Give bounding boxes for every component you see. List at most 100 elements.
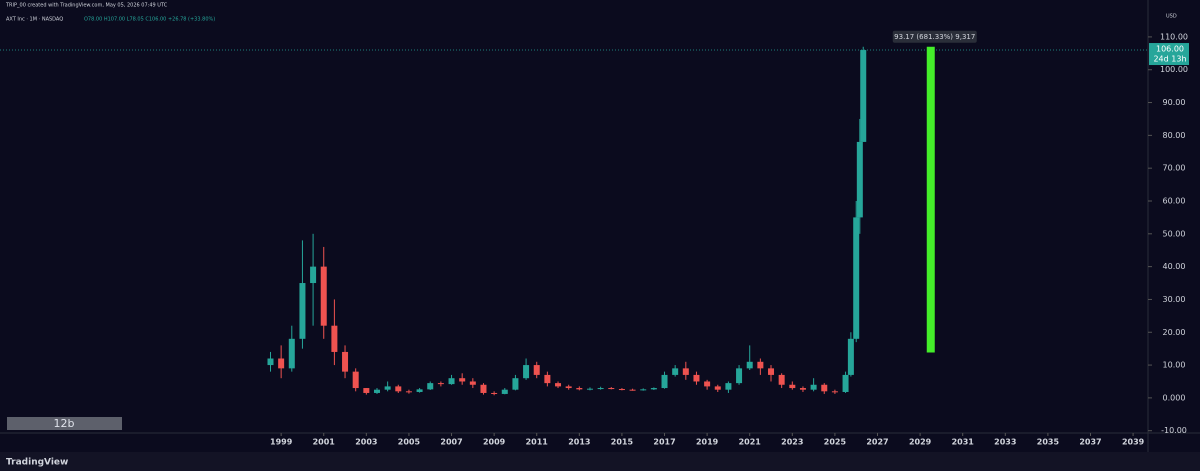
candle-body (714, 386, 721, 390)
candle-body (555, 383, 562, 387)
ohlc: O78.00 H107.00 L78.05 C106.00 +26.78 (+3… (84, 17, 215, 23)
x-tick-label: 2035 (1037, 438, 1060, 447)
volume-label: 12b (54, 417, 75, 430)
candle-body (310, 266, 317, 284)
y-tick-label: 50.00 (1163, 229, 1186, 238)
candle-body (363, 388, 370, 393)
candle-body (299, 283, 306, 339)
candle-body (469, 381, 476, 385)
y-tick-label: 110.00 (1160, 32, 1188, 41)
candle-body (427, 383, 434, 390)
x-tick-label: 1999 (270, 438, 293, 447)
candle-body (661, 374, 668, 389)
y-tick-label: 30.00 (1163, 295, 1186, 304)
x-tick-label: 2021 (739, 438, 762, 447)
candle-body (342, 351, 349, 372)
candle-body (459, 378, 466, 382)
candle-body (288, 338, 295, 369)
candle-body (618, 389, 625, 391)
candle-body (640, 389, 647, 391)
candle-body (789, 384, 796, 389)
candle-body (608, 388, 615, 390)
candle-body (736, 368, 743, 384)
candle-body (853, 217, 860, 339)
y-tick-label: 0.000 (1163, 393, 1186, 402)
candle-body (320, 266, 327, 326)
y-tick-label: 20.00 (1163, 328, 1186, 337)
x-tick-label: 2019 (696, 438, 719, 447)
candle-body (523, 365, 530, 379)
y-tick-label: 10.00 (1163, 361, 1186, 370)
candle-body (416, 389, 423, 392)
candle-body (544, 374, 551, 384)
candle-body (405, 391, 412, 393)
x-tick-label: 2017 (653, 438, 675, 447)
x-tick-label: 2009 (483, 438, 506, 447)
candle-body (278, 358, 285, 369)
candle-body (831, 391, 838, 393)
y-tick-label: 80.00 (1163, 131, 1186, 140)
candle-body (576, 388, 583, 390)
candle-body (650, 388, 657, 390)
candle-body (856, 141, 863, 218)
x-tick-label: 2027 (866, 438, 888, 447)
x-tick-label: 2007 (440, 438, 462, 447)
candle-body (842, 374, 849, 392)
candle-body (682, 368, 689, 375)
last-price-tag (1149, 43, 1189, 66)
candle-body (860, 50, 867, 142)
candle-body (693, 374, 700, 382)
measure-bar (926, 46, 935, 353)
candle-body (512, 378, 519, 390)
candle-body (448, 378, 455, 385)
x-tick-label: 2037 (1079, 438, 1101, 447)
y-tick-label: -10.00 (1161, 426, 1187, 435)
candle-body (768, 368, 775, 375)
candle-body (725, 383, 732, 390)
x-tick-label: 2023 (781, 438, 803, 447)
candle-body (384, 386, 391, 390)
candle-body (331, 325, 338, 352)
candle-body (746, 361, 753, 369)
footer (0, 452, 1200, 471)
x-tick-label: 2005 (398, 438, 421, 447)
y-tick-label: 100.00 (1160, 65, 1188, 74)
candle-body (373, 389, 380, 393)
candle-body (586, 388, 593, 390)
candle-body (437, 383, 444, 385)
candle-body (480, 384, 487, 393)
y-tick-label: 40.00 (1163, 262, 1186, 271)
x-tick-label: 2011 (526, 438, 549, 447)
candle-body (778, 374, 785, 385)
x-tick-label: 2001 (313, 438, 336, 447)
candle-body (757, 361, 764, 369)
x-tick-label: 2013 (568, 438, 590, 447)
y-tick-label: 60.00 (1163, 196, 1186, 205)
candle-body (799, 388, 806, 390)
last-price-label: 106.00 (1156, 45, 1184, 54)
volume-box (7, 417, 122, 430)
candle-body (501, 389, 508, 394)
candle-body (810, 384, 817, 390)
symbol: AXT Inc · 1M · NASDAQ (6, 17, 63, 23)
credit: TRIP_00 created with TradingView.com, Ma… (5, 3, 168, 9)
y-tick-label: 70.00 (1163, 164, 1186, 173)
candle-body (533, 365, 540, 375)
countdown: 24d 13h (1153, 55, 1186, 64)
candle-body (847, 338, 854, 375)
candle-body (704, 381, 711, 387)
candle-body (565, 386, 572, 389)
candle-body (395, 386, 402, 392)
candle-body (629, 389, 636, 391)
candle-body (352, 371, 359, 389)
x-tick-label: 2033 (994, 438, 1016, 447)
x-tick-label: 2029 (909, 438, 932, 447)
candle-body (267, 358, 274, 366)
brand: TradingView (6, 458, 68, 468)
x-tick-label: 2025 (824, 438, 847, 447)
measure-label: 93.17 (681.33%) 9,317 (894, 33, 975, 41)
x-tick-label: 2039 (1122, 438, 1145, 447)
candle-body (672, 368, 679, 375)
